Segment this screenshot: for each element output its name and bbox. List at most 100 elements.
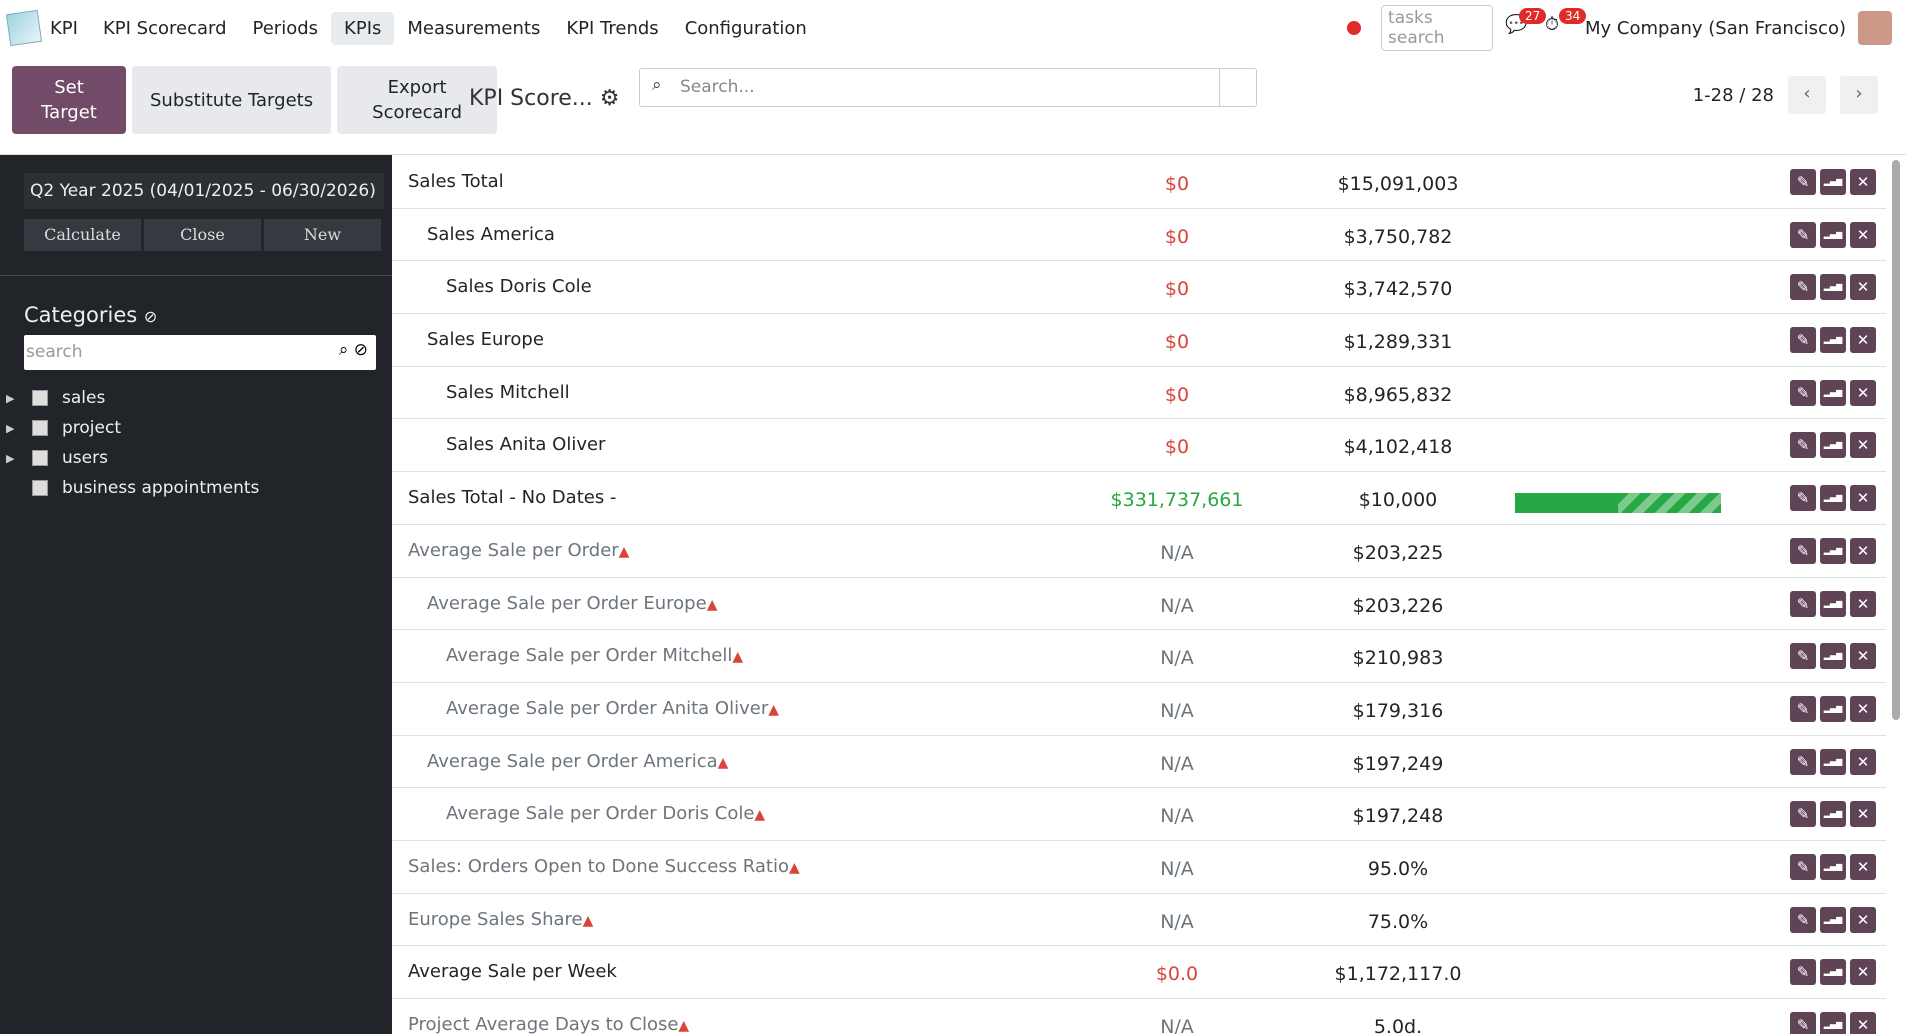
pager-next[interactable]: ›	[1840, 76, 1878, 114]
category-name[interactable]: business appointments	[62, 478, 260, 498]
kpi-row[interactable]: Europe Sales Share▲ N/A 75.0% ✎ ▂▄▆ ✕	[392, 894, 1886, 947]
chart-button[interactable]: ▂▄▆	[1820, 959, 1846, 986]
kpi-row[interactable]: Sales America $0 $3,750,782 ✎ ▂▄▆ ✕	[392, 209, 1886, 262]
checkbox[interactable]	[32, 480, 48, 496]
menu-item[interactable]: KPI Trends	[566, 17, 659, 39]
chart-button[interactable]: ▂▄▆	[1820, 274, 1846, 301]
delete-button[interactable]: ✕	[1850, 221, 1876, 248]
menu-item[interactable]: Configuration	[684, 17, 807, 39]
discuss-icon[interactable]: 💬 27	[1505, 8, 1547, 42]
delete-button[interactable]: ✕	[1850, 748, 1876, 775]
edit-button[interactable]: ✎	[1790, 695, 1816, 722]
edit-button[interactable]: ✎	[1790, 1012, 1816, 1034]
chart-button[interactable]: ▂▄▆	[1820, 1012, 1846, 1034]
kpi-row[interactable]: Sales Total - No Dates - $331,737,661 $10,…	[392, 472, 1886, 525]
delete-button[interactable]: ✕	[1850, 379, 1876, 406]
app-name[interactable]: KPI	[50, 17, 78, 39]
period-action[interactable]: Close	[144, 219, 261, 251]
expand-arrow[interactable]: ▶	[6, 391, 15, 405]
chart-button[interactable]: ▂▄▆	[1820, 748, 1846, 775]
chart-button[interactable]: ▂▄▆	[1820, 169, 1846, 195]
category-search[interactable]: search ⌕ ⊘	[24, 335, 376, 370]
pager-prev[interactable]: ‹	[1788, 76, 1826, 114]
edit-button[interactable]: ✎	[1790, 853, 1816, 880]
chart-button[interactable]: ▂▄▆	[1820, 853, 1846, 880]
company[interactable]: My Company (San Francisco)	[1585, 17, 1846, 39]
kpi-row[interactable]: Sales Mitchell $0 $8,965,832 ✎ ▂▄▆ ✕	[392, 367, 1886, 420]
edit-button[interactable]: ✎	[1790, 432, 1816, 459]
kpi-row[interactable]: Sales Total $0 $15,091,003 ✎ ▂▄▆ ✕	[392, 156, 1886, 209]
kpi-row[interactable]: Average Sale per Order Mitchell▲ N/A $210,…	[392, 630, 1886, 683]
edit-button[interactable]: ✎	[1790, 643, 1816, 670]
delete-button[interactable]: ✕	[1850, 801, 1876, 828]
chart-button[interactable]: ▂▄▆	[1820, 537, 1846, 564]
delete-button[interactable]: ✕	[1850, 327, 1876, 354]
menu-item[interactable]: KPIs	[331, 11, 395, 45]
kpi-row[interactable]: Average Sale per Order▲ N/A $203,225 ✎ ▂▄▆ ✕	[392, 525, 1886, 578]
delete-button[interactable]: ✕	[1850, 906, 1876, 933]
chart-button[interactable]: ▂▄▆	[1820, 379, 1846, 406]
edit-button[interactable]: ✎	[1790, 485, 1816, 512]
category-name[interactable]: sales	[62, 388, 106, 408]
delete-button[interactable]: ✕	[1850, 1012, 1876, 1034]
expand-arrow[interactable]: ▶	[6, 451, 15, 465]
expand-arrow[interactable]: ▶	[6, 421, 15, 435]
menu-item[interactable]: Periods	[252, 17, 319, 39]
edit-button[interactable]: ✎	[1790, 274, 1816, 301]
kpi-row[interactable]: Average Sale per Week $0.0 $1,172,117.0 ✎ ▂▄…	[392, 946, 1886, 999]
edit-button[interactable]: ✎	[1790, 959, 1816, 986]
menu-item[interactable]: Measurements	[407, 17, 541, 39]
tasks-search[interactable]: tasks search	[1381, 5, 1494, 51]
menu-item[interactable]: KPI Scorecard	[102, 17, 227, 39]
delete-button[interactable]: ✕	[1850, 537, 1876, 564]
avatar[interactable]	[1858, 11, 1892, 45]
period-action[interactable]: New	[264, 219, 381, 251]
kpi-row[interactable]: Average Sale per Order America▲ N/A $197,2…	[392, 736, 1886, 789]
delete-button[interactable]: ✕	[1850, 959, 1876, 986]
delete-button[interactable]: ✕	[1850, 853, 1876, 880]
edit-button[interactable]: ✎	[1790, 801, 1816, 828]
delete-button[interactable]: ✕	[1850, 274, 1876, 301]
checkbox[interactable]	[32, 420, 48, 436]
period-select[interactable]: Q2 Year 2025 (04/01/2025 - 06/30/2026)	[24, 173, 384, 209]
category-name[interactable]: users	[62, 448, 108, 468]
scrollbar[interactable]	[1892, 160, 1900, 720]
delete-button[interactable]: ✕	[1850, 643, 1876, 670]
edit-button[interactable]: ✎	[1790, 221, 1816, 248]
chart-button[interactable]: ▂▄▆	[1820, 590, 1846, 617]
control-button[interactable]: Export Scorecard	[337, 66, 498, 134]
delete-button[interactable]: ✕	[1850, 432, 1876, 459]
edit-button[interactable]: ✎	[1790, 748, 1816, 775]
delete-button[interactable]: ✕	[1850, 485, 1876, 512]
chart-button[interactable]: ▂▄▆	[1820, 221, 1846, 248]
control-button[interactable]: Set Target	[12, 66, 126, 134]
kpi-row[interactable]: Sales Doris Cole $0 $3,742,570 ✎ ▂▄▆ ✕	[392, 261, 1886, 315]
category-name[interactable]: project	[62, 418, 122, 438]
chart-button[interactable]: ▂▄▆	[1820, 643, 1846, 670]
edit-button[interactable]: ✎	[1790, 590, 1816, 617]
kpi-row[interactable]: Average Sale per Order Anita Oliver▲ N/A $…	[392, 683, 1886, 736]
edit-button[interactable]: ✎	[1790, 537, 1816, 564]
chart-button[interactable]: ▂▄▆	[1820, 801, 1846, 828]
kpi-row[interactable]: Average Sale per Order Doris Cole▲ N/A $19…	[392, 788, 1886, 841]
delete-button[interactable]: ✕	[1850, 590, 1876, 617]
kpi-row[interactable]: Sales Anita Oliver $0 $4,102,418 ✎ ▂▄▆ ✕	[392, 419, 1886, 473]
chart-button[interactable]: ▂▄▆	[1820, 432, 1846, 459]
chart-button[interactable]: ▂▄▆	[1820, 327, 1846, 354]
kpi-row[interactable]: Sales Europe $0 $1,289,331 ✎ ▂▄▆ ✕	[392, 314, 1886, 367]
activity-icon[interactable]: ⏱ 34	[1545, 8, 1587, 42]
edit-button[interactable]: ✎	[1790, 906, 1816, 933]
edit-button[interactable]: ✎	[1790, 379, 1816, 406]
pager-value[interactable]: 1-28 / 28	[1692, 84, 1774, 106]
control-button[interactable]: Substitute Targets	[132, 66, 332, 134]
chart-button[interactable]: ▂▄▆	[1820, 695, 1846, 722]
app-logo[interactable]	[5, 9, 43, 47]
period-action[interactable]: Calculate	[24, 219, 141, 251]
edit-button[interactable]: ✎	[1790, 169, 1816, 195]
edit-button[interactable]: ✎	[1790, 327, 1816, 354]
chart-button[interactable]: ▂▄▆	[1820, 485, 1846, 512]
chart-button[interactable]: ▂▄▆	[1820, 906, 1846, 933]
kpi-row[interactable]: Project Average Days to Close▲ N/A 5.0d. ✎ ▂…	[392, 999, 1886, 1034]
delete-button[interactable]: ✕	[1850, 169, 1876, 195]
kpi-row[interactable]: Average Sale per Order Europe▲ N/A $203,22…	[392, 578, 1886, 631]
